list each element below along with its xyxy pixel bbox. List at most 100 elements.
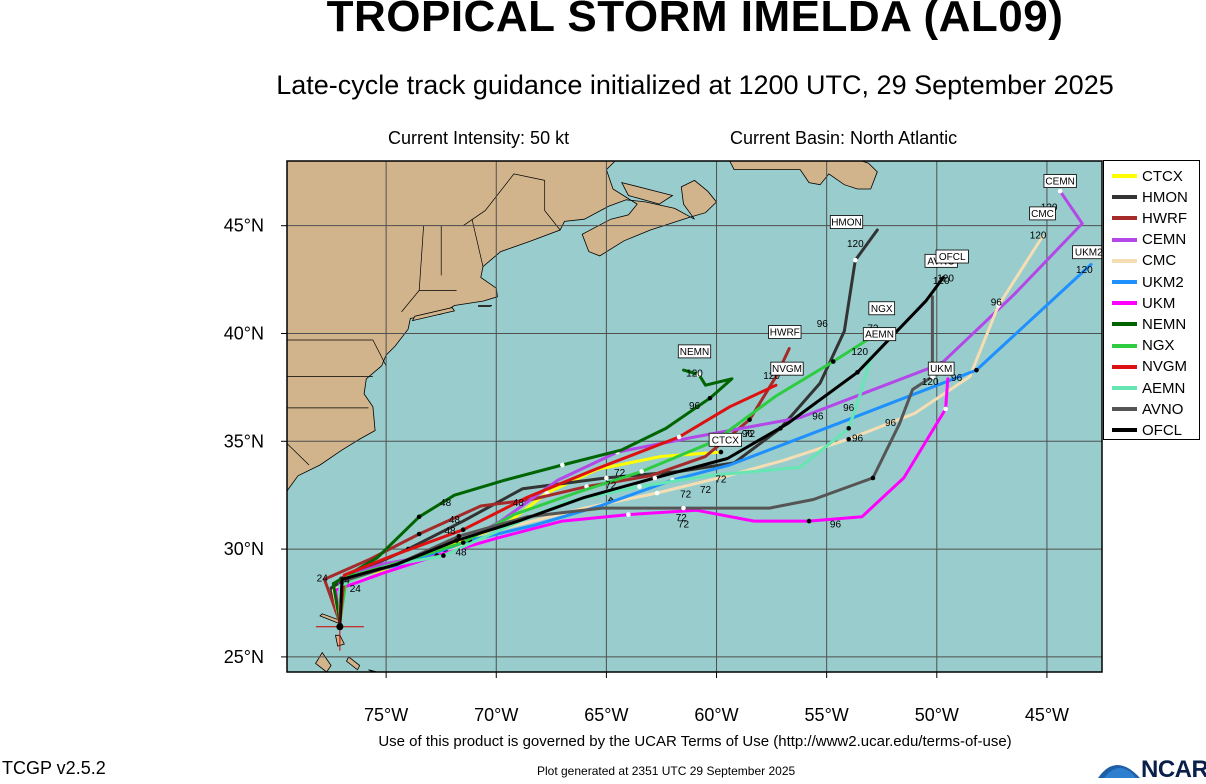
legend-swatch [1112, 237, 1137, 242]
track-marker [696, 372, 702, 377]
model-label-cmc: CMC [1031, 209, 1054, 220]
forecast-hour-label: 24 [317, 573, 329, 584]
legend-label: HMON [1142, 188, 1188, 206]
track-nvgm [338, 383, 778, 624]
track-marker [441, 553, 446, 558]
legend-swatch [1112, 386, 1137, 390]
forecast-hour-label: 96 [852, 433, 864, 444]
lon-tick-label: 70°W [474, 705, 518, 725]
version-label: TCGP v2.5.2 [2, 758, 106, 778]
track-marker [456, 533, 462, 539]
lat-tick-label: 30°N [224, 539, 264, 559]
forecast-hour-label: 96 [817, 319, 829, 330]
track-nemn [331, 368, 734, 624]
legend-label: UKM [1142, 294, 1176, 312]
state-border [463, 173, 545, 226]
current-intensity: Current Intensity: 50 kt [388, 128, 570, 148]
track-marker [416, 531, 422, 537]
track-marker [747, 417, 752, 423]
legend-item-ngx: NGX [1112, 337, 1175, 355]
track-marker [830, 359, 836, 364]
map-frame [286, 160, 1103, 673]
land-area [345, 656, 361, 671]
forecast-hour-label: 96 [830, 520, 842, 531]
land-area [478, 305, 493, 307]
track-marker [707, 395, 713, 401]
track-marker [852, 257, 858, 263]
legend-swatch [1112, 280, 1137, 284]
track-marker [846, 436, 851, 442]
track-marker [639, 469, 644, 474]
model-legend: CTCX HMON HWRF CEMN CMC UKM2 UKM NEMN NGX NVGM AEM… [1103, 160, 1200, 440]
lon-tick-label: 45°W [1025, 705, 1069, 725]
state-border [287, 443, 310, 466]
lon-tick-label: 65°W [584, 705, 628, 725]
legend-item-aemn: AEMN [1112, 379, 1185, 397]
lat-tick-label: 40°N [224, 323, 264, 343]
land-area [675, 135, 695, 142]
land-area [287, 161, 718, 492]
track-marker [806, 518, 812, 524]
legend-item-ukm2: UKM2 [1112, 273, 1184, 291]
forecast-hour-label: 96 [689, 401, 701, 412]
legend-label: HWRF [1142, 209, 1187, 227]
forecast-hour-label: 120 [686, 369, 703, 380]
model-label-box [1029, 206, 1056, 221]
legend-swatch [1112, 174, 1137, 178]
legend-swatch [1112, 195, 1137, 200]
forecast-hour-label: 120 [763, 371, 780, 382]
model-label-box [935, 249, 969, 264]
track-marker [996, 303, 1001, 308]
forecast-hour-label: 96 [742, 429, 754, 440]
forecast-hour-label: 72 [614, 468, 626, 479]
model-label-hmon: HMON [831, 218, 862, 229]
forecast-hour-label: 120 [933, 276, 950, 287]
track-marker [1057, 188, 1063, 194]
storm-position-dot [336, 623, 344, 631]
ncar-logo-icon [1098, 765, 1140, 778]
land-area [729, 161, 878, 190]
forecast-hour-label: 120 [937, 274, 954, 285]
state-border [372, 339, 387, 366]
forecast-hour-label: 96 [843, 403, 855, 414]
model-label-hwrf: HWRF [770, 327, 800, 338]
forecast-hour-label: 72 [715, 474, 727, 485]
forecast-hour-label: 48 [449, 515, 461, 526]
legend-label: AVNO [1142, 400, 1184, 418]
legend-label: NEMN [1142, 315, 1187, 333]
model-label-box [1072, 245, 1102, 260]
model-label-ofcl: OFCL [939, 252, 966, 263]
legend-item-cmc: CMC [1112, 252, 1176, 270]
track-marker [652, 475, 658, 481]
track-marker [676, 434, 682, 440]
model-label-ukm2: UKM2 [1075, 248, 1103, 259]
legend-label: CEMN [1142, 231, 1187, 249]
forecast-hour-label: 120 [851, 347, 868, 358]
forecast-hour-label: 24 [350, 584, 362, 595]
model-label-nvgm: NVGM [772, 364, 802, 375]
model-label-ngx: NGX [871, 304, 893, 315]
track-marker [560, 462, 565, 468]
forecast-hour-label: 72 [700, 485, 712, 496]
forecast-hour-label: 72 [744, 429, 756, 440]
legend-label: CTCX [1142, 167, 1183, 185]
state-border [544, 180, 561, 231]
track-marker [604, 475, 609, 481]
forecast-hour-label: 96 [991, 297, 1003, 308]
legend-swatch [1112, 301, 1137, 306]
model-label-box [829, 215, 864, 229]
track-marker [416, 514, 422, 520]
legend-item-nvgm: NVGM [1112, 358, 1187, 376]
legend-swatch [1112, 407, 1137, 412]
model-label-ctcx: CTCX [712, 435, 740, 446]
forecast-hour-label: 96 [951, 373, 963, 384]
track-marker [870, 475, 876, 481]
forecast-hour-label: 48 [444, 526, 456, 537]
legend-label: UKM2 [1142, 273, 1184, 291]
lon-tick-label: 50°W [915, 705, 959, 725]
model-label-box [927, 361, 955, 376]
track-marker [855, 369, 860, 375]
terms-of-use: Use of this product is governed by the U… [378, 733, 1012, 750]
map-content: 7296120120961209612096120729612096120729… [287, 135, 1103, 672]
